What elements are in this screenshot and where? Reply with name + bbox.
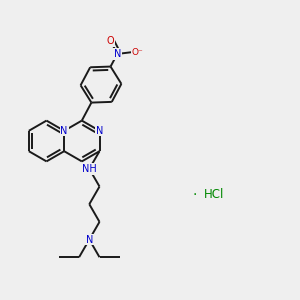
Text: N: N [96, 126, 103, 136]
Text: O: O [107, 36, 115, 46]
Text: N: N [61, 126, 68, 136]
Text: ·: · [192, 188, 196, 202]
Text: NH: NH [82, 164, 97, 174]
Text: HCl: HCl [204, 188, 224, 202]
Text: N: N [114, 49, 121, 59]
Text: N: N [85, 235, 93, 244]
Text: O⁻: O⁻ [131, 48, 143, 57]
